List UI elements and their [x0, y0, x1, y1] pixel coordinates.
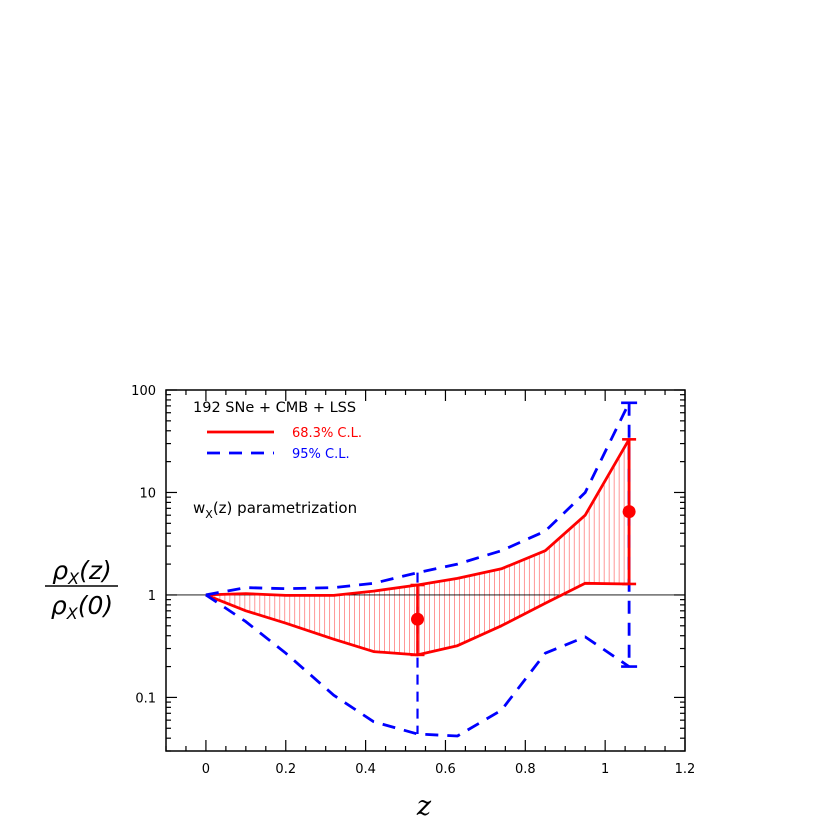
x-tick-label: 0 — [202, 762, 210, 777]
series-68-upper-line — [205, 438, 631, 597]
series-lines — [205, 401, 638, 738]
y-axis-label: ρX(z) ρX(0) — [45, 556, 118, 623]
legend-label-95: 95% C.L. — [292, 447, 350, 462]
y-tick-label: 100 — [131, 384, 156, 399]
x-tick-label: 0.8 — [515, 762, 536, 777]
x-tick-label: 1.2 — [675, 762, 696, 777]
y-tick-label: 0.1 — [135, 691, 156, 706]
legend-label-68: 68.3% C.L. — [292, 426, 362, 441]
y-axis-label-numerator: ρX(z) — [52, 556, 111, 588]
y-tick-label: 10 — [139, 486, 156, 501]
parametrization-annotation: wX(z) parametrization — [193, 499, 357, 521]
x-tick-label: 0.2 — [275, 762, 296, 777]
x-axis-label: z — [416, 791, 432, 822]
x-tick-label: 1 — [601, 762, 609, 777]
data-point — [622, 505, 636, 519]
x-tick-label: 0.4 — [355, 762, 376, 777]
axis-ticks — [165, 389, 686, 752]
y-tick-label: 1 — [148, 589, 156, 604]
y-axis-label-denominator: ρX(0) — [51, 591, 113, 623]
data-points — [410, 438, 637, 657]
dataset-annotation: 192 SNe + CMB + LSS — [193, 400, 356, 416]
x-tick-label: 0.6 — [435, 762, 456, 777]
series-95-upper-line — [205, 402, 631, 597]
tick-labels: 0 0.2 0.4 0.6 0.8 1 1.2 0.1 1 10 100 — [131, 384, 695, 777]
data-point — [411, 612, 425, 626]
